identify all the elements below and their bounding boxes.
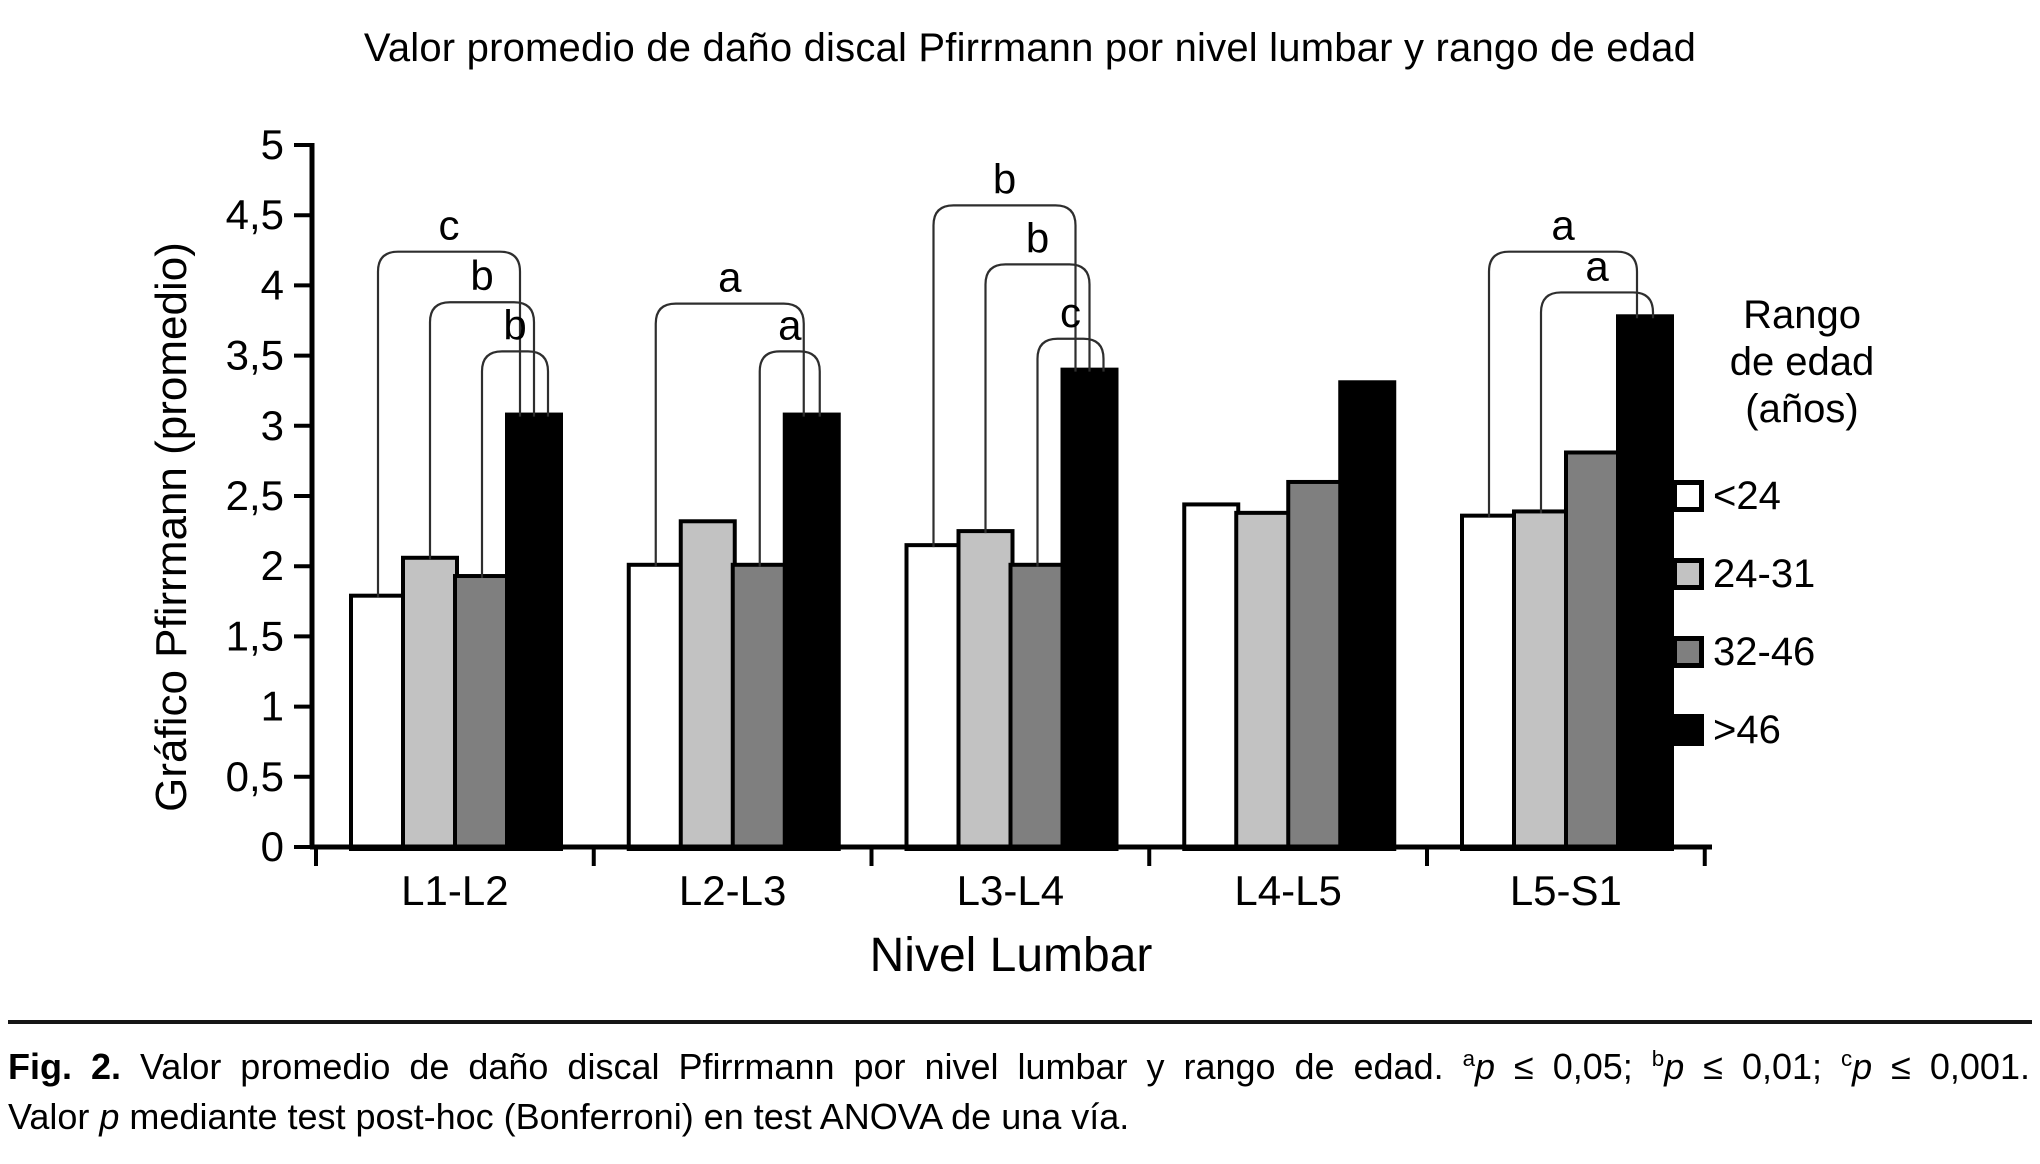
significance-label-a: a bbox=[778, 301, 802, 348]
significance-label-a: a bbox=[1585, 242, 1609, 289]
legend-item-label: 32-46 bbox=[1713, 629, 1816, 674]
y-tick-label: 3 bbox=[261, 402, 284, 449]
significance-label-b: b bbox=[503, 301, 526, 348]
chart-title: Valor promedio de daño discal Pfirrmann … bbox=[363, 26, 1697, 70]
bar->46-L1-L2 bbox=[505, 412, 563, 851]
legend-items: <24 24-31 32-46 >46 bbox=[1672, 457, 1932, 769]
significance-bracket-b bbox=[428, 301, 536, 560]
y-tick-label: 0 bbox=[261, 823, 284, 870]
legend-swatch-icon bbox=[1672, 714, 1704, 746]
legend-title: Rango de edad (años) bbox=[1672, 292, 1932, 433]
significance-label-b: b bbox=[1026, 214, 1049, 261]
significance-label-b: b bbox=[470, 252, 493, 299]
bar->46-L2-L3 bbox=[782, 412, 841, 851]
legend-item: <24 bbox=[1672, 457, 1932, 535]
caption-line-1: Fig. 2. Valor promedio de daño discal Pf… bbox=[8, 1042, 2030, 1092]
caption-segment: c bbox=[1840, 1046, 1853, 1071]
x-category-label: L4-L5 bbox=[1234, 867, 1341, 914]
significance-bracket-b bbox=[984, 263, 1091, 534]
bar-24-31-L5-S1 bbox=[1512, 509, 1570, 851]
significance-bracket-a bbox=[1487, 250, 1639, 518]
caption-segment: ≤ 0,01; bbox=[1684, 1046, 1841, 1087]
x-category-label: L3-L4 bbox=[957, 867, 1064, 914]
y-tick-label: 2 bbox=[261, 542, 284, 589]
y-tick-label: 2,5 bbox=[226, 472, 284, 519]
y-tick-label: 1 bbox=[261, 683, 284, 730]
y-tick-label: 4,5 bbox=[226, 191, 284, 238]
significance-label-c: c bbox=[1060, 289, 1081, 336]
legend-title-line: de edad bbox=[1729, 340, 1875, 384]
caption-segment: ≤ 0,05; bbox=[1495, 1046, 1652, 1087]
significance-bracket-b bbox=[480, 350, 550, 579]
legend-item: 24-31 bbox=[1672, 535, 1932, 613]
legend-item: >46 bbox=[1672, 691, 1932, 769]
x-axis-title: Nivel Lumbar bbox=[869, 929, 1153, 982]
bar-<24-L4-L5 bbox=[1182, 502, 1241, 851]
legend-item-label: >46 bbox=[1713, 707, 1781, 752]
bar-32-46-L1-L2 bbox=[453, 574, 511, 851]
caption-segment: Valor promedio de daño discal Pfirrmann … bbox=[120, 1046, 1463, 1087]
bar-32-46-L5-S1 bbox=[1564, 450, 1622, 851]
caption-segment: mediante test post-hoc (Bonferroni) en t… bbox=[119, 1096, 1130, 1137]
y-tick-label: 0,5 bbox=[226, 753, 284, 800]
caption-segment: p bbox=[1852, 1046, 1873, 1087]
caption-segment: p bbox=[99, 1096, 120, 1137]
bar->46-L3-L4 bbox=[1060, 367, 1119, 851]
significance-bracket-a bbox=[654, 302, 805, 567]
legend-swatch-icon bbox=[1672, 480, 1704, 512]
bar-<24-L3-L4 bbox=[904, 543, 963, 851]
bar-24-31-L4-L5 bbox=[1234, 510, 1293, 852]
significance-label-a: a bbox=[1551, 202, 1575, 249]
caption-line-2: Valor p mediante test post-hoc (Bonferro… bbox=[8, 1092, 2030, 1142]
significance-label-c: c bbox=[439, 202, 460, 249]
x-category-label: L5-S1 bbox=[1510, 867, 1622, 914]
significance-label-a: a bbox=[718, 254, 742, 301]
bar-32-46-L2-L3 bbox=[730, 562, 789, 852]
bar-24-31-L3-L4 bbox=[956, 529, 1015, 851]
significance-bracket-a bbox=[1539, 291, 1655, 514]
x-category-label: L2-L3 bbox=[679, 867, 786, 914]
legend-item-label: <24 bbox=[1713, 473, 1781, 518]
legend-title-line: (años) bbox=[1745, 387, 1859, 431]
significance-bracket-b bbox=[932, 204, 1077, 548]
caption-segment: b bbox=[1651, 1046, 1665, 1071]
legend-item: 32-46 bbox=[1672, 613, 1932, 691]
caption-divider bbox=[8, 1020, 2032, 1024]
legend-swatch-icon bbox=[1672, 558, 1704, 590]
significance-bracket-c bbox=[376, 250, 522, 598]
bar->46-L4-L5 bbox=[1338, 380, 1397, 851]
bar-<24-L1-L2 bbox=[349, 593, 407, 852]
bar->46-L5-S1 bbox=[1616, 314, 1674, 851]
bar-<24-L2-L3 bbox=[626, 562, 685, 852]
y-tick-label: 5 bbox=[261, 121, 284, 168]
caption-segment: ≤ 0,001. bbox=[1872, 1046, 2030, 1087]
figure-caption: Fig. 2. Valor promedio de daño discal Pf… bbox=[8, 1042, 2030, 1142]
legend-item-label: 24-31 bbox=[1713, 551, 1816, 596]
bar-24-31-L2-L3 bbox=[678, 519, 737, 851]
bar-32-46-L3-L4 bbox=[1008, 562, 1067, 852]
bar-32-46-L4-L5 bbox=[1286, 479, 1345, 851]
x-category-label: L1-L2 bbox=[401, 867, 508, 914]
legend: Rango de edad (años) <24 24-31 32-46 >46 bbox=[1672, 292, 1932, 769]
legend-title-line: Rango bbox=[1743, 293, 1861, 337]
caption-segment: p bbox=[1475, 1046, 1496, 1087]
y-tick-label: 4 bbox=[261, 261, 284, 308]
significance-label-b: b bbox=[993, 155, 1016, 202]
legend-swatch-icon bbox=[1672, 636, 1704, 668]
caption-segment: Fig. 2. bbox=[8, 1046, 121, 1087]
caption-segment: Valor bbox=[8, 1096, 100, 1137]
bar-<24-L5-S1 bbox=[1460, 513, 1518, 851]
caption-segment: a bbox=[1462, 1046, 1475, 1071]
significance-bracket-c bbox=[1036, 337, 1105, 567]
bar-24-31-L1-L2 bbox=[401, 555, 459, 851]
y-tick-label: 1,5 bbox=[226, 612, 284, 659]
significance-bracket-a bbox=[758, 350, 821, 567]
caption-segment: p bbox=[1664, 1046, 1685, 1087]
y-tick-label: 3,5 bbox=[226, 332, 284, 379]
